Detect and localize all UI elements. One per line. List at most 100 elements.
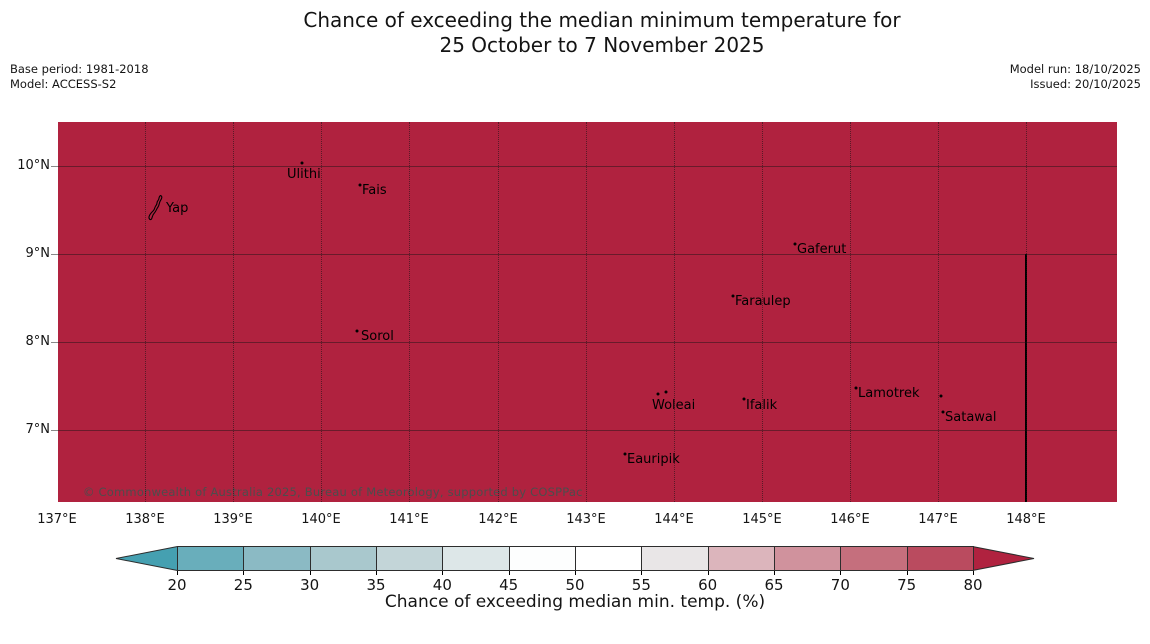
colorbar-tick-label: 40 bbox=[432, 576, 452, 594]
island-label-yap: Yap bbox=[166, 201, 189, 216]
colorbar-tick-label: 80 bbox=[963, 576, 983, 594]
island-marker-eauripik bbox=[623, 452, 627, 456]
colorbar-tick bbox=[641, 571, 643, 575]
latitude-tick-label: 8°N bbox=[25, 334, 51, 349]
base-period-text: Base period: 1981-2018 bbox=[10, 62, 149, 76]
island-label-sorol: Sorol bbox=[361, 329, 394, 344]
longitude-gridline bbox=[938, 122, 939, 502]
colorbar-segment bbox=[442, 546, 510, 571]
model-info-left: Base period: 1981-2018 Model: ACCESS-S2 bbox=[10, 62, 149, 91]
colorbar-tick-label: 25 bbox=[233, 576, 253, 594]
colorbar-segment bbox=[641, 546, 709, 571]
issued-date-text: Issued: 20/10/2025 bbox=[1030, 76, 1141, 91]
copyright-text: © Commonwealth of Australia 2025, Bureau… bbox=[83, 485, 583, 499]
longitude-tick-label: 145°E bbox=[742, 512, 782, 527]
latitude-tick bbox=[51, 430, 58, 431]
island-marker-lamotrek bbox=[854, 386, 858, 390]
model-run-text: Model run: 18/10/2025 bbox=[1009, 62, 1141, 76]
longitude-gridline bbox=[850, 122, 851, 502]
longitude-tick-label: 141°E bbox=[389, 512, 429, 527]
colorbar-tick-label: 60 bbox=[698, 576, 718, 594]
longitude-gridline bbox=[321, 122, 322, 502]
longitude-gridline bbox=[409, 122, 410, 502]
colorbar-tick bbox=[376, 571, 377, 575]
colorbar-tick-label: 20 bbox=[167, 576, 187, 594]
island-marker-lamotrek bbox=[939, 394, 943, 398]
latitude-gridline bbox=[58, 166, 1117, 167]
longitude-tick-label: 138°E bbox=[125, 512, 165, 527]
colorbar-tick bbox=[177, 571, 178, 575]
colorbar-segment bbox=[774, 546, 842, 571]
latitude-tick bbox=[51, 166, 58, 167]
island-label-satawal: Satawal bbox=[945, 410, 997, 425]
colorbar-tick-label: 50 bbox=[565, 576, 585, 594]
island-marker-sorol bbox=[355, 329, 359, 333]
island-label-eauripik: Eauripik bbox=[627, 452, 680, 467]
model-info-right: Model run: 18/10/2025 Issued: 20/10/2025 bbox=[1010, 62, 1141, 91]
longitude-gridline bbox=[233, 122, 234, 502]
colorbar-left-arrow bbox=[115, 546, 178, 571]
longitude-gridline bbox=[762, 122, 763, 502]
colorbar: 20 25 30 35 40 45 50 55 60 65 70 75 80 bbox=[115, 546, 1035, 594]
colorbar-segment bbox=[906, 546, 974, 571]
colorbar-tick bbox=[575, 571, 576, 575]
colorbar-segment bbox=[243, 546, 311, 571]
latitude-tick-label: 7°N bbox=[25, 422, 51, 437]
longitude-tick-label: 148°E bbox=[1006, 512, 1046, 527]
island-label-fais: Fais bbox=[362, 183, 387, 198]
colorbar-tick bbox=[840, 571, 842, 575]
colorbar-segment bbox=[508, 546, 576, 571]
colorbar-tick bbox=[243, 571, 245, 575]
chart-title-line2: 25 October to 7 November 2025 bbox=[439, 33, 765, 57]
longitude-gridline bbox=[498, 122, 499, 502]
longitude-tick-label: 137°E bbox=[37, 512, 77, 527]
latitude-gridline bbox=[58, 254, 1117, 255]
colorbar-tick-label: 70 bbox=[830, 576, 850, 594]
colorbar-segment bbox=[309, 546, 377, 571]
island-marker-ifalik bbox=[742, 397, 746, 401]
latitude-tick bbox=[51, 342, 58, 343]
chart-title: Chance of exceeding the median minimum t… bbox=[303, 8, 900, 58]
colorbar-tick bbox=[973, 571, 974, 575]
yap-island-outline-icon bbox=[148, 194, 163, 221]
island-label-gaferut: Gaferut bbox=[797, 242, 847, 257]
colorbar-tick-label: 55 bbox=[631, 576, 651, 594]
colorbar-segment bbox=[177, 546, 245, 571]
colorbar-tick-label: 45 bbox=[499, 576, 519, 594]
island-label-ulithi: Ulithi bbox=[287, 167, 321, 182]
island-marker-ulithi bbox=[300, 161, 304, 165]
island-marker-fais bbox=[358, 183, 362, 187]
colorbar-tick bbox=[442, 571, 444, 575]
latitude-gridline bbox=[58, 430, 1117, 431]
colorbar-tick bbox=[309, 571, 311, 575]
colorbar-segment bbox=[707, 546, 775, 571]
colorbar-segment bbox=[575, 546, 643, 571]
island-marker-gaferut bbox=[793, 242, 797, 246]
longitude-tick-label: 144°E bbox=[654, 512, 694, 527]
longitude-tick-label: 146°E bbox=[830, 512, 870, 527]
map-canvas: © Commonwealth of Australia 2025, Bureau… bbox=[58, 122, 1117, 502]
chart-title-line1: Chance of exceeding the median minimum t… bbox=[303, 8, 901, 32]
longitude-tick-label: 142°E bbox=[478, 512, 518, 527]
island-marker-woleai bbox=[656, 392, 660, 396]
colorbar-tick bbox=[508, 571, 510, 575]
island-marker-satawal bbox=[941, 410, 945, 414]
longitude-tick-label: 139°E bbox=[213, 512, 253, 527]
colorbar-segment bbox=[840, 546, 908, 571]
colorbar-right-arrow bbox=[972, 546, 1035, 571]
colorbar-caption: Chance of exceeding median min. temp. (%… bbox=[384, 592, 766, 612]
latitude-tick bbox=[51, 254, 58, 255]
colorbar-tick-label: 65 bbox=[764, 576, 784, 594]
island-label-faraulep: Faraulep bbox=[735, 294, 791, 309]
longitude-tick-label: 140°E bbox=[301, 512, 341, 527]
island-label-ifalik: Ifalik bbox=[746, 398, 778, 413]
colorbar-segment bbox=[376, 546, 444, 571]
colorbar-tick bbox=[774, 571, 775, 575]
latitude-tick-label: 10°N bbox=[17, 158, 50, 173]
longitude-gridline bbox=[145, 122, 146, 502]
longitude-tick-label: 147°E bbox=[918, 512, 958, 527]
longitude-gridline bbox=[1026, 122, 1027, 502]
colorbar-tick-label: 30 bbox=[300, 576, 320, 594]
longitude-gridline bbox=[586, 122, 587, 502]
